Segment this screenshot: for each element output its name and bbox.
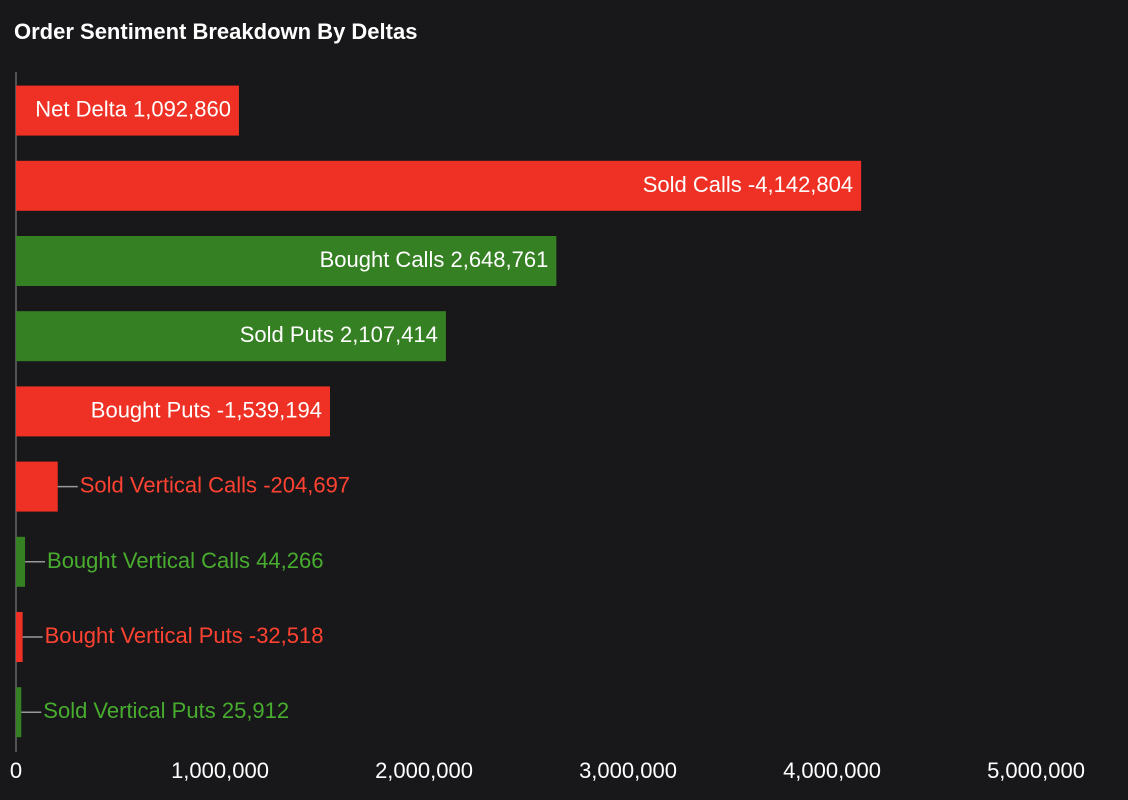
bar bbox=[16, 461, 58, 512]
x-tick-label: 3,000,000 bbox=[579, 758, 677, 783]
value-label: 25,912 bbox=[222, 698, 289, 723]
category-label: Bought Puts bbox=[91, 397, 211, 422]
bar bbox=[16, 687, 22, 738]
value-label: 2,648,761 bbox=[450, 247, 548, 272]
category-label: Net Delta bbox=[35, 96, 127, 121]
category-label: Bought Calls bbox=[320, 247, 445, 272]
category-label: Sold Calls bbox=[643, 172, 742, 197]
value-label: 1,092,860 bbox=[133, 96, 231, 121]
bar bbox=[16, 386, 330, 437]
x-tick-label: 1,000,000 bbox=[171, 758, 269, 783]
bar-label: Bought Puts -1,539,194 bbox=[91, 397, 322, 422]
value-label: 44,266 bbox=[256, 548, 323, 573]
value-label: -32,518 bbox=[249, 623, 324, 648]
x-tick-label: 4,000,000 bbox=[783, 758, 881, 783]
bar-label: Net Delta 1,092,860 bbox=[35, 96, 231, 121]
bar bbox=[16, 536, 26, 587]
bar bbox=[16, 85, 239, 136]
value-label: -204,697 bbox=[263, 472, 350, 497]
bar-label: Sold Vertical Calls -204,697 bbox=[80, 472, 350, 497]
category-label: Bought Vertical Calls bbox=[47, 548, 250, 573]
bar bbox=[16, 236, 557, 286]
x-tick-label: 5,000,000 bbox=[987, 758, 1085, 783]
bar-label: Sold Calls -4,142,804 bbox=[643, 172, 853, 197]
bar-label: Sold Puts 2,107,414 bbox=[240, 322, 438, 347]
bar-label: Bought Vertical Puts -32,518 bbox=[45, 623, 324, 648]
chart-title: Order Sentiment Breakdown By Deltas bbox=[14, 19, 417, 44]
x-tick-label: 2,000,000 bbox=[375, 758, 473, 783]
category-label: Sold Puts bbox=[240, 322, 334, 347]
value-label: 2,107,414 bbox=[340, 322, 438, 347]
bar-label: Bought Calls 2,648,761 bbox=[320, 247, 549, 272]
value-label: -1,539,194 bbox=[217, 397, 322, 422]
bar bbox=[16, 311, 446, 362]
x-tick-label: 0 bbox=[10, 758, 22, 783]
value-label: -4,142,804 bbox=[748, 172, 853, 197]
category-label: Sold Vertical Calls bbox=[80, 472, 257, 497]
bar bbox=[16, 612, 23, 662]
bar bbox=[16, 160, 862, 211]
category-label: Sold Vertical Puts bbox=[43, 698, 215, 723]
bar-label: Bought Vertical Calls 44,266 bbox=[47, 548, 323, 573]
category-label: Bought Vertical Puts bbox=[45, 623, 243, 648]
bar-label: Sold Vertical Puts 25,912 bbox=[43, 698, 289, 723]
